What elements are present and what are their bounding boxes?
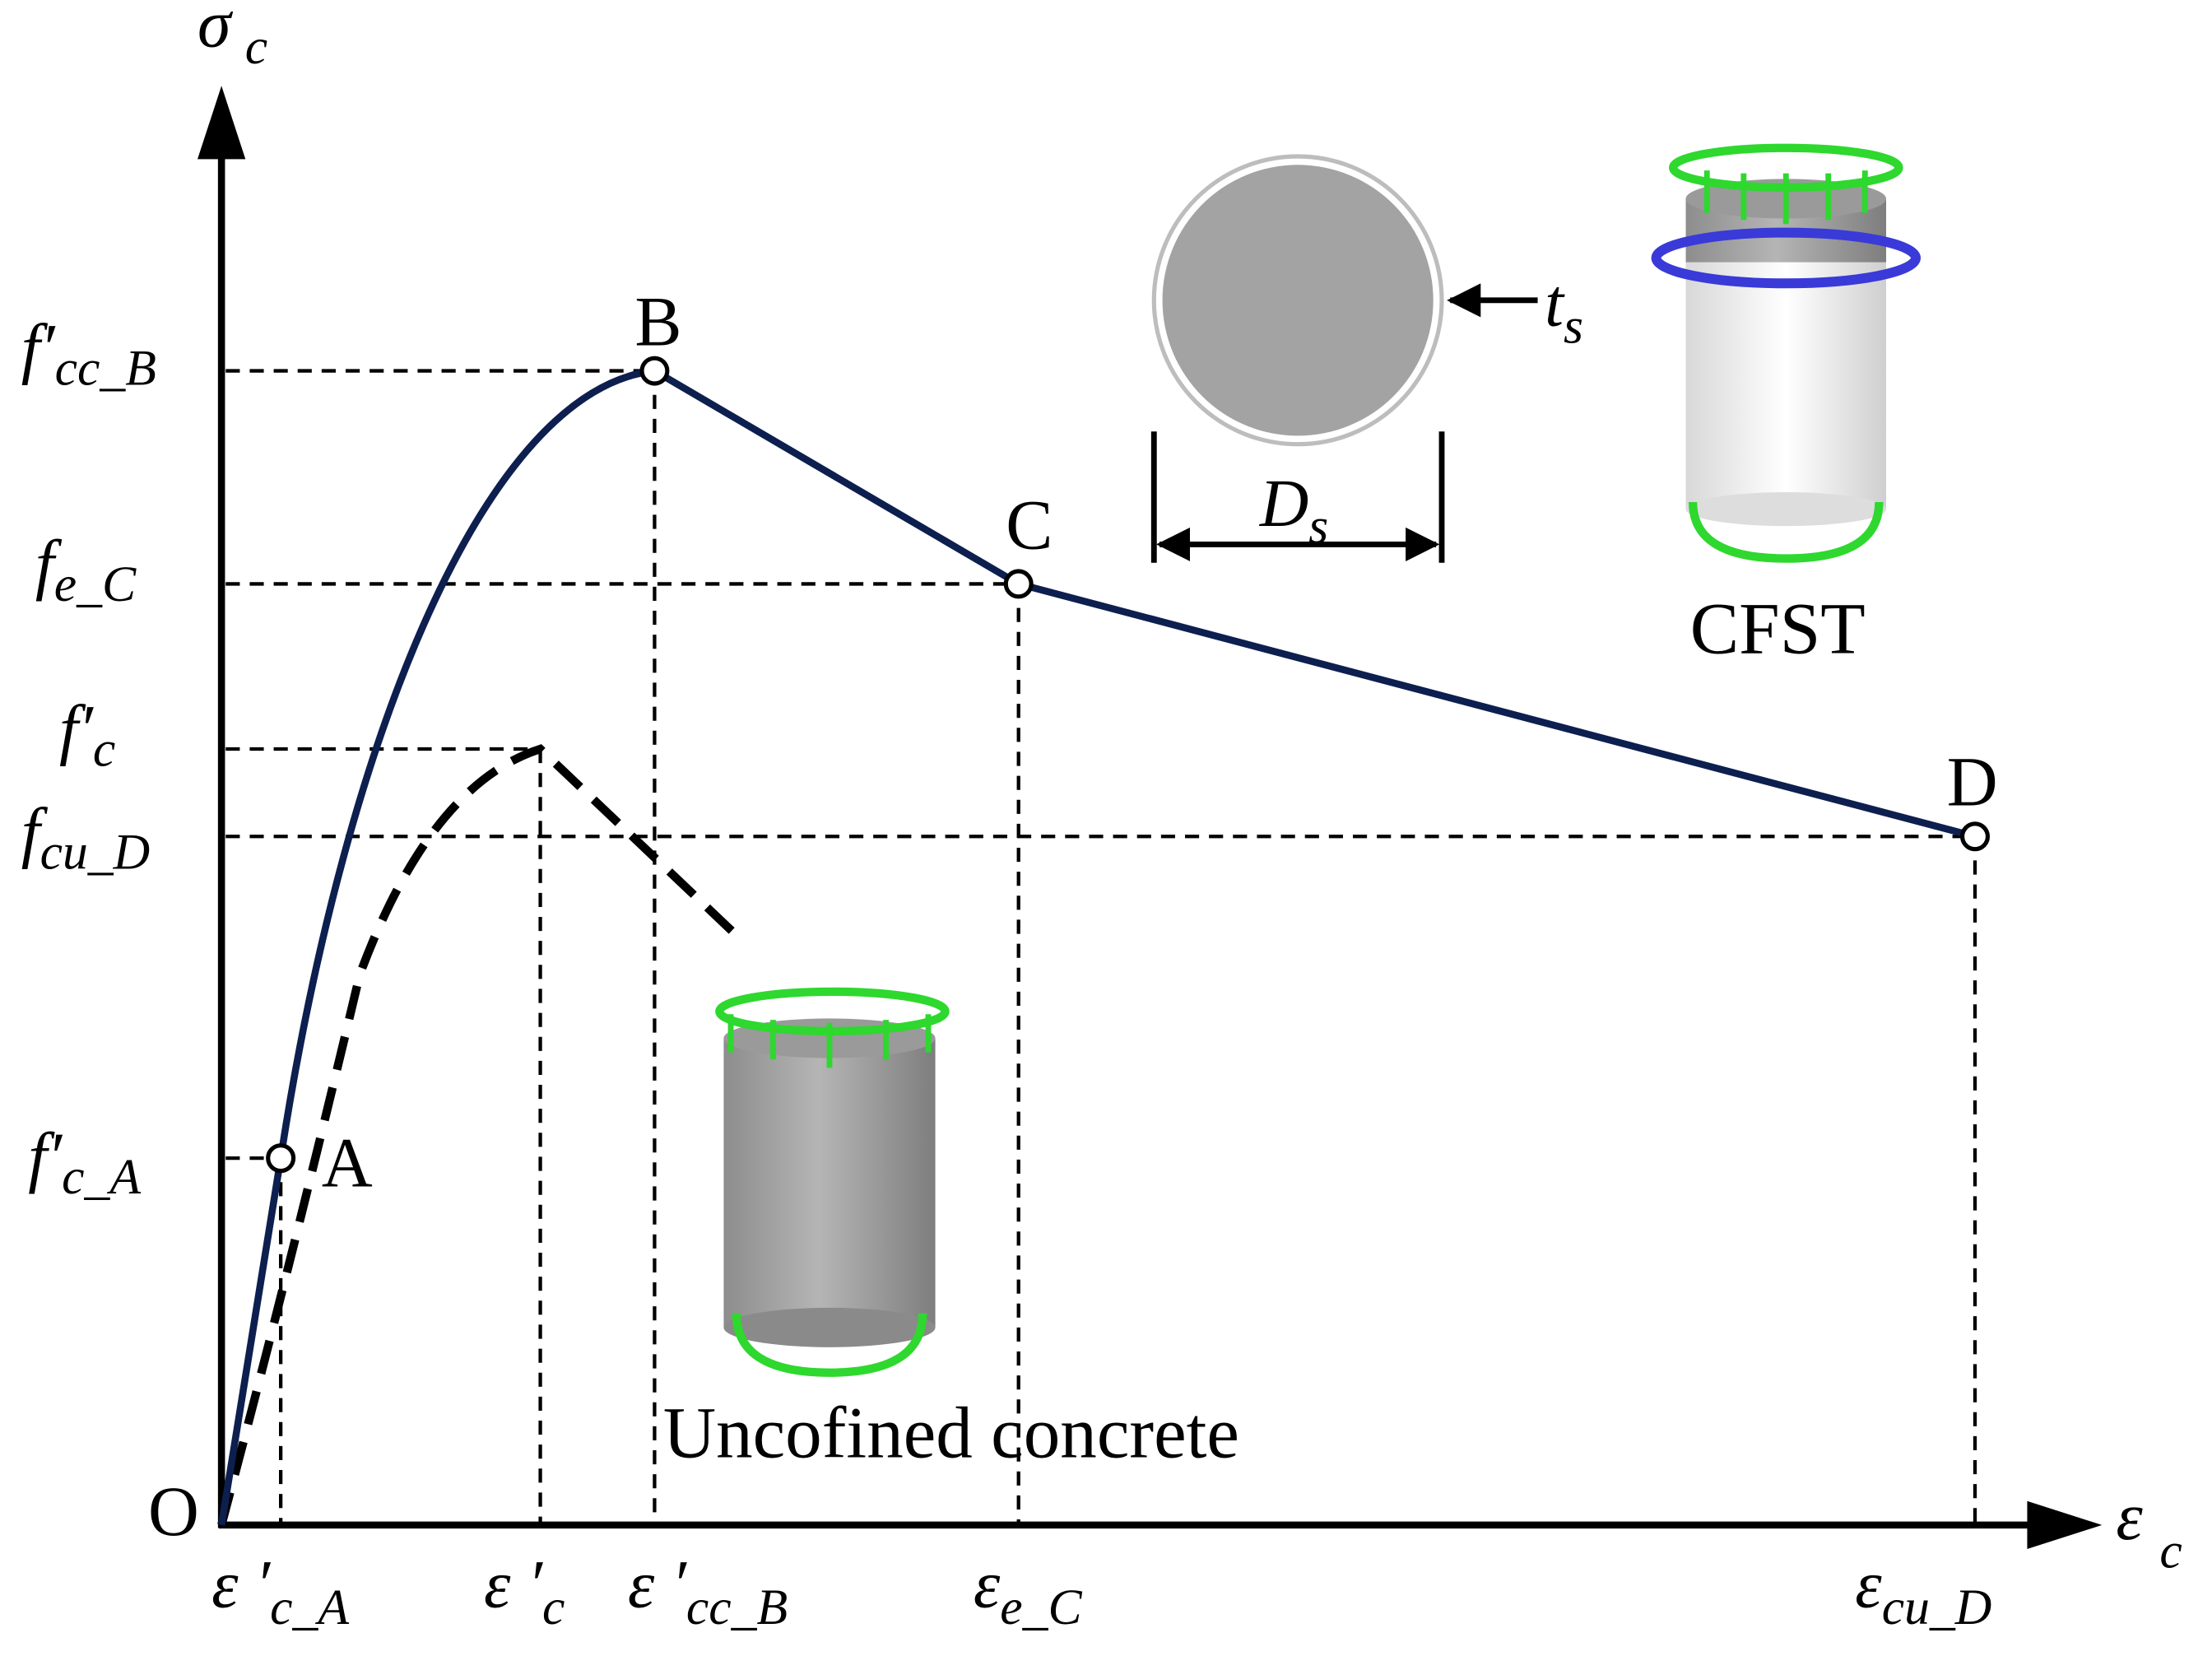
y-label: fcu_D <box>21 795 151 881</box>
unconfined-curve <box>217 744 740 1527</box>
confined-curve <box>217 367 1977 1526</box>
point-label: B <box>634 283 681 361</box>
x-label: εe_C <box>974 1547 1083 1635</box>
thickness-label: ts <box>1545 266 1583 355</box>
cross-section <box>1150 154 1538 563</box>
cfst-caption: CFST <box>1690 588 1866 669</box>
y-label: f′c <box>59 691 115 777</box>
point-markers <box>266 356 1990 1174</box>
point-label: O <box>148 1472 199 1551</box>
x-label: ε ′c <box>484 1547 565 1635</box>
y-label: fe_C <box>35 527 137 612</box>
unconfined-caption: Uncofined concrete <box>663 1393 1239 1474</box>
point-label: A <box>322 1123 373 1202</box>
y-label: f′cc_B <box>21 311 156 397</box>
x-label: εcu_D <box>1855 1547 1991 1635</box>
y-label: f′c_A <box>28 1119 141 1205</box>
unconfined-specimen <box>715 987 950 1377</box>
x-label: ε ′cc_B <box>628 1547 788 1635</box>
point-label: D <box>1947 743 1998 821</box>
point-label: C <box>1006 486 1053 565</box>
axes <box>198 86 2103 1549</box>
x-label: ε ′c_A <box>211 1547 349 1635</box>
guides <box>225 369 1977 1525</box>
cfst-specimen <box>1651 143 1921 563</box>
diameter-label: Ds <box>1259 466 1328 555</box>
